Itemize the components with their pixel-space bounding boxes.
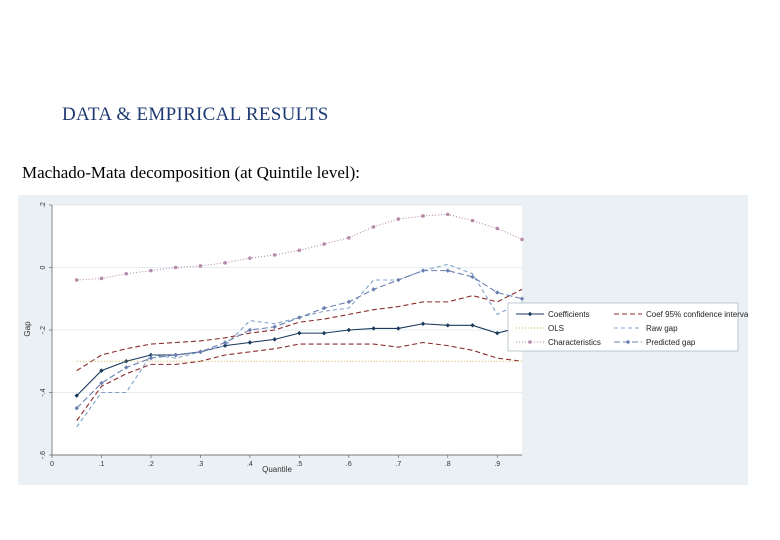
- data-point: [74, 405, 79, 411]
- x-tick-label: 0: [50, 461, 54, 468]
- data-point: [470, 323, 475, 328]
- data-point: [421, 214, 425, 218]
- series-line: [76, 341, 523, 421]
- y-tick-label: -.6: [40, 451, 47, 459]
- data-point: [297, 330, 302, 336]
- data-point: [297, 315, 302, 320]
- data-point: [495, 226, 500, 231]
- data-point: [124, 359, 129, 364]
- legend-label: Characteristics: [548, 338, 601, 347]
- data-point: [527, 311, 533, 317]
- x-tick-label: .5: [296, 461, 302, 468]
- data-point: [371, 326, 376, 331]
- data-point: [74, 278, 79, 282]
- data-point: [625, 339, 631, 345]
- data-point: [346, 327, 352, 333]
- data-point: [173, 352, 178, 358]
- y-axis-title: Gap: [23, 321, 32, 337]
- data-point: [247, 327, 253, 333]
- data-point: [445, 212, 450, 217]
- data-point: [420, 268, 426, 273]
- series-coef-95-confidence-intervals: [76, 288, 523, 372]
- series-coef-95-confidence-intervals: [76, 341, 523, 421]
- data-point: [495, 330, 500, 336]
- legend-label: OLS: [548, 324, 564, 333]
- y-tick-label: 0: [40, 265, 47, 269]
- data-point: [322, 242, 326, 246]
- data-point: [445, 268, 450, 273]
- y-tick-label: -.2: [40, 326, 47, 334]
- data-point: [470, 218, 475, 223]
- data-point: [74, 393, 79, 398]
- data-point: [346, 299, 352, 305]
- series-characteristics: [74, 212, 524, 282]
- data-point: [99, 276, 104, 281]
- data-point: [222, 343, 228, 348]
- data-point: [396, 217, 401, 221]
- x-tick-label: .2: [148, 461, 154, 468]
- series-predicted-gap: [74, 268, 525, 411]
- x-tick-label: .4: [247, 461, 253, 468]
- legend-label: Predicted gap: [646, 338, 696, 347]
- x-tick-label: .8: [445, 461, 451, 468]
- chart-panel: -.6 -.4 -.2 0 .2 0 .1 .2 .3 .4 .5 .6 .7 .8 .9 Quantile…: [18, 195, 748, 485]
- data-point: [519, 296, 525, 301]
- x-tick-label: .1: [99, 461, 105, 468]
- data-point: [445, 323, 450, 328]
- x-tick-label: .3: [197, 461, 203, 468]
- data-point: [272, 324, 277, 330]
- y-tick-label: -.4: [40, 388, 47, 396]
- data-point: [99, 368, 104, 373]
- y-tick-label: .2: [40, 202, 47, 208]
- legend-label: Coef 95% confidence intervals: [646, 310, 748, 319]
- slide-heading: DATA & EMPIRICAL RESULTS: [62, 104, 329, 125]
- legend-label: Coefficients: [548, 310, 590, 319]
- legend-label: Raw gap: [646, 324, 678, 333]
- data-point: [247, 340, 253, 345]
- x-tick-label: .7: [395, 461, 401, 468]
- data-point: [321, 330, 327, 336]
- data-point: [124, 365, 129, 370]
- data-point: [347, 236, 351, 240]
- data-point: [371, 287, 376, 292]
- legend: Coefficients Coef 95% confidence interval…: [507, 302, 748, 352]
- data-point: [297, 248, 302, 253]
- data-point: [371, 225, 376, 229]
- data-point: [528, 340, 532, 344]
- x-tick-label: .9: [494, 461, 500, 468]
- data-point: [272, 253, 277, 257]
- decomposition-line-chart: -.6 -.4 -.2 0 .2 0 .1 .2 .3 .4 .5 .6 .7 .8 .9 Quantile…: [23, 202, 748, 474]
- data-point: [420, 321, 426, 326]
- data-point: [248, 256, 252, 260]
- axis-layer: -.6 -.4 -.2 0 .2 0 .1 .2 .3 .4 .5 .6 .7 .8 .9: [40, 202, 522, 468]
- data-point: [520, 237, 524, 242]
- x-axis-title: Quantile: [262, 465, 292, 474]
- data-point: [198, 264, 203, 268]
- data-point: [470, 274, 475, 280]
- slide-subheading: Machado-Mata decomposition (at Quintile …: [22, 163, 361, 182]
- data-point: [223, 261, 227, 265]
- x-tick-label: .6: [346, 461, 352, 468]
- legend-box: [507, 302, 739, 352]
- data-point: [148, 355, 154, 361]
- data-point: [99, 380, 104, 386]
- data-point: [272, 337, 277, 342]
- data-point: [198, 349, 203, 355]
- series-layer: [74, 212, 525, 428]
- data-point: [396, 277, 401, 283]
- data-point: [222, 340, 228, 345]
- series-line: [76, 288, 523, 372]
- data-point: [173, 265, 178, 270]
- data-point: [321, 305, 327, 311]
- data-point: [396, 326, 401, 331]
- data-point: [495, 290, 500, 295]
- data-point: [149, 268, 153, 273]
- data-point: [124, 271, 129, 276]
